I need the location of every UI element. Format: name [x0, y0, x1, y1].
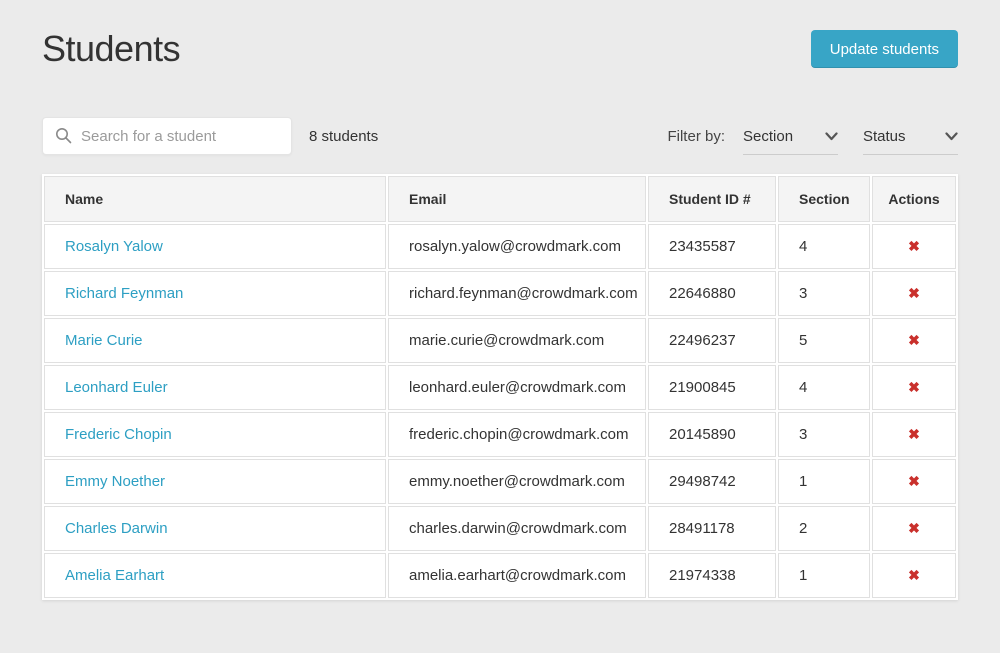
table-row: Marie Curie marie.curie@crowdmark.com 2249…	[44, 318, 956, 363]
delete-student-icon[interactable]: ✖	[908, 379, 920, 395]
delete-student-icon[interactable]: ✖	[908, 285, 920, 301]
status-filter-dropdown[interactable]: Status	[863, 128, 958, 155]
chevron-down-icon	[945, 131, 958, 140]
student-name-link[interactable]: Amelia Earhart	[65, 567, 165, 584]
student-actions-cell: ✖	[872, 506, 956, 551]
student-id: 28491178	[648, 506, 776, 551]
student-name-link[interactable]: Charles Darwin	[65, 520, 168, 537]
column-header-section: Section	[778, 176, 870, 222]
student-actions-cell: ✖	[872, 318, 956, 363]
student-id: 23435587	[648, 224, 776, 269]
delete-student-icon[interactable]: ✖	[908, 567, 920, 583]
student-id: 22496237	[648, 318, 776, 363]
student-name-link[interactable]: Rosalyn Yalow	[65, 238, 163, 255]
search-input[interactable]	[42, 117, 292, 155]
student-name-cell: Leonhard Euler	[44, 365, 386, 410]
student-id: 20145890	[648, 412, 776, 457]
section-filter-dropdown[interactable]: Section	[743, 128, 838, 155]
student-section: 1	[778, 459, 870, 504]
student-id: 21974338	[648, 553, 776, 598]
student-email: marie.curie@crowdmark.com	[388, 318, 646, 363]
delete-student-icon[interactable]: ✖	[908, 473, 920, 489]
column-header-email: Email	[388, 176, 646, 222]
student-name-cell: Marie Curie	[44, 318, 386, 363]
student-id: 21900845	[648, 365, 776, 410]
student-section: 2	[778, 506, 870, 551]
chevron-down-icon	[825, 131, 838, 140]
table-row: Amelia Earhart amelia.earhart@crowdmark.c…	[44, 553, 956, 598]
student-section: 3	[778, 412, 870, 457]
student-name-cell: Emmy Noether	[44, 459, 386, 504]
student-name-cell: Richard Feynman	[44, 271, 386, 316]
delete-student-icon[interactable]: ✖	[908, 520, 920, 536]
student-actions-cell: ✖	[872, 365, 956, 410]
update-students-button[interactable]: Update students	[810, 30, 958, 68]
table-row: Charles Darwin charles.darwin@crowdmark.c…	[44, 506, 956, 551]
filter-by-label: Filter by:	[667, 127, 725, 145]
table-row: Frederic Chopin frederic.chopin@crowdmark…	[44, 412, 956, 457]
student-actions-cell: ✖	[872, 459, 956, 504]
table-row: Richard Feynman richard.feynman@crowdmark…	[44, 271, 956, 316]
column-header-name: Name	[44, 176, 386, 222]
students-page: Students Update students 8 students Filt…	[0, 26, 1000, 600]
delete-student-icon[interactable]: ✖	[908, 426, 920, 442]
page-header: Students Update students	[42, 26, 958, 72]
student-name-link[interactable]: Richard Feynman	[65, 285, 184, 302]
student-section: 3	[778, 271, 870, 316]
filter-group: Filter by: Section Status	[667, 123, 958, 155]
students-table: Name Email Student ID # Section Actions …	[42, 174, 958, 600]
column-header-student-id: Student ID #	[648, 176, 776, 222]
student-email: rosalyn.yalow@crowdmark.com	[388, 224, 646, 269]
student-actions-cell: ✖	[872, 412, 956, 457]
toolbar: 8 students Filter by: Section Status	[42, 117, 958, 155]
student-name-link[interactable]: Leonhard Euler	[65, 379, 168, 396]
student-name-cell: Amelia Earhart	[44, 553, 386, 598]
student-section: 4	[778, 365, 870, 410]
student-section: 1	[778, 553, 870, 598]
status-filter-label: Status	[863, 127, 906, 145]
student-name-link[interactable]: Marie Curie	[65, 332, 143, 349]
student-email: leonhard.euler@crowdmark.com	[388, 365, 646, 410]
student-name-link[interactable]: Emmy Noether	[65, 473, 166, 490]
search-box	[42, 117, 292, 155]
student-email: charles.darwin@crowdmark.com	[388, 506, 646, 551]
student-section: 5	[778, 318, 870, 363]
student-email: richard.feynman@crowdmark.com	[388, 271, 646, 316]
page-title: Students	[42, 28, 181, 69]
student-count: 8 students	[309, 127, 379, 145]
students-table-body: Rosalyn Yalow rosalyn.yalow@crowdmark.com…	[44, 224, 956, 598]
table-row: Rosalyn Yalow rosalyn.yalow@crowdmark.com…	[44, 224, 956, 269]
student-name-link[interactable]: Frederic Chopin	[65, 426, 172, 443]
table-row: Emmy Noether emmy.noether@crowdmark.com 29…	[44, 459, 956, 504]
delete-student-icon[interactable]: ✖	[908, 332, 920, 348]
delete-student-icon[interactable]: ✖	[908, 238, 920, 254]
section-filter-label: Section	[743, 127, 794, 145]
student-actions-cell: ✖	[872, 553, 956, 598]
student-email: frederic.chopin@crowdmark.com	[388, 412, 646, 457]
student-id: 29498742	[648, 459, 776, 504]
column-header-actions: Actions	[872, 176, 956, 222]
student-id: 22646880	[648, 271, 776, 316]
student-email: amelia.earhart@crowdmark.com	[388, 553, 646, 598]
student-name-cell: Rosalyn Yalow	[44, 224, 386, 269]
student-actions-cell: ✖	[872, 271, 956, 316]
table-row: Leonhard Euler leonhard.euler@crowdmark.c…	[44, 365, 956, 410]
student-name-cell: Frederic Chopin	[44, 412, 386, 457]
student-section: 4	[778, 224, 870, 269]
student-name-cell: Charles Darwin	[44, 506, 386, 551]
student-email: emmy.noether@crowdmark.com	[388, 459, 646, 504]
student-actions-cell: ✖	[872, 224, 956, 269]
table-header: Name Email Student ID # Section Actions	[44, 176, 956, 222]
